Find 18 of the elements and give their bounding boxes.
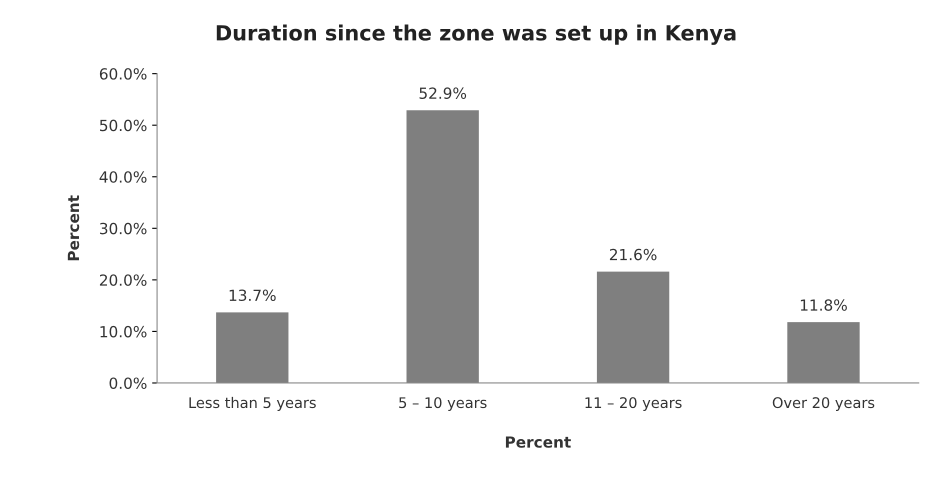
data-label: 21.6% [610,248,657,260]
chart-title: Duration since the zone was set up in Kenya [216,24,736,45]
x-tick-label: Less than 5 years [189,396,316,411]
y-axis-title: Percent [68,195,80,260]
y-tick-label: 10.0% [100,326,147,338]
y-tick-label: 20.0% [100,274,147,286]
y-tick-label: 40.0% [100,171,147,183]
x-tick-label: Over 20 years [772,397,874,411]
y-tick-label: 0.0% [110,377,147,389]
y-tick-label: 30.0% [100,222,147,234]
y-tick-label: 60.0% [100,68,147,80]
y-tick-label: 50.0% [100,120,147,132]
data-label: 52.9% [420,87,466,99]
x-tick-label: 11 – 20 years [585,397,682,411]
x-tick-label: 5 – 10 years [399,397,487,411]
data-label: 13.7% [230,290,276,302]
data-label: 11.8% [800,299,847,311]
x-axis-title: Percent [506,436,571,448]
